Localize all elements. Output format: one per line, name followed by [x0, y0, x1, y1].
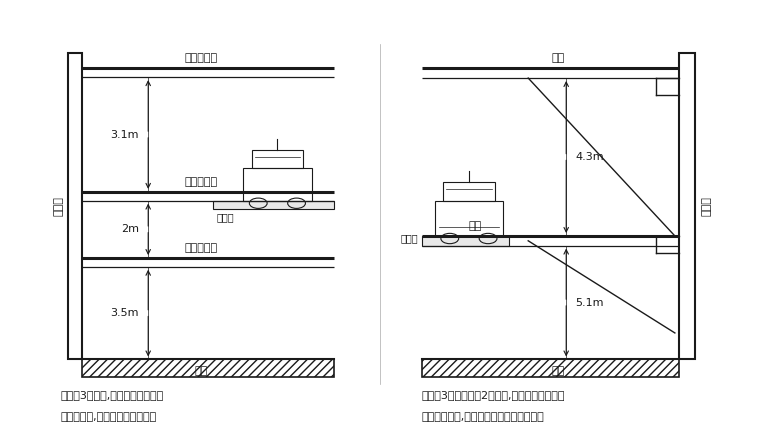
Bar: [443, 182, 495, 201]
Bar: [422, 236, 509, 246]
Bar: [82, 359, 334, 377]
Bar: [68, 53, 82, 359]
Text: 连续墙: 连续墙: [701, 196, 712, 216]
Text: 5.1m: 5.1m: [575, 298, 604, 307]
Text: 下空间狭小,限制了挖机下坑作业: 下空间狭小,限制了挖机下坑作业: [61, 412, 157, 422]
Text: 第三道支撑: 第三道支撑: [185, 243, 218, 253]
Text: 走道板: 走道板: [217, 212, 234, 222]
Text: 3.1m: 3.1m: [110, 130, 139, 139]
Text: 2m: 2m: [121, 224, 139, 234]
Bar: [422, 359, 679, 377]
Text: 3.5m: 3.5m: [110, 308, 139, 318]
Text: 坑底: 坑底: [195, 366, 208, 376]
Text: 支撑: 支撑: [468, 220, 482, 231]
Text: 坑底: 坑底: [552, 366, 565, 376]
Text: 新方案3道支撑改为2道支撑,支撑与支撑的上下: 新方案3道支撑改为2道支撑,支撑与支撑的上下: [422, 390, 565, 400]
Text: 空间得到扩展,挖机与车辆可下坑自由作业: 空间得到扩展,挖机与车辆可下坑自由作业: [422, 412, 545, 422]
Text: 第二道支撑: 第二道支撑: [185, 176, 218, 187]
Text: 支撑: 支撑: [552, 53, 565, 63]
Text: 4.3m: 4.3m: [575, 152, 604, 162]
Bar: [213, 201, 334, 209]
Bar: [252, 150, 303, 168]
Text: 走道板: 走道板: [401, 233, 418, 243]
Text: 第一道支撑: 第一道支撑: [185, 53, 218, 63]
Text: 连续墙: 连续墙: [53, 196, 64, 216]
Bar: [679, 53, 695, 359]
Text: 原方案3道支撑,支撑与支撑间的上: 原方案3道支撑,支撑与支撑间的上: [61, 390, 164, 400]
